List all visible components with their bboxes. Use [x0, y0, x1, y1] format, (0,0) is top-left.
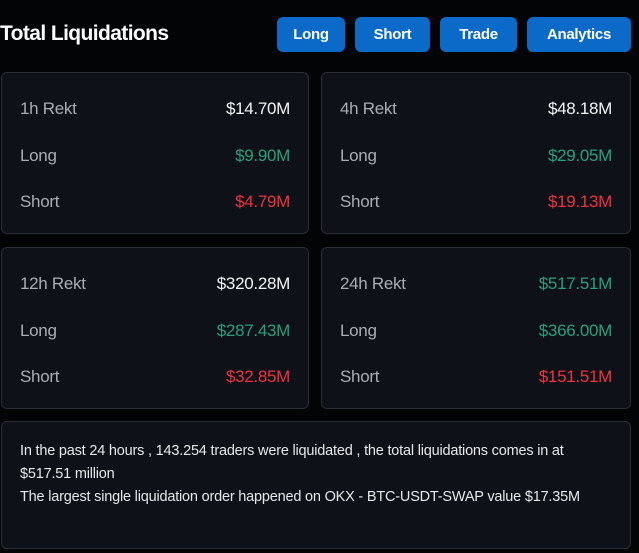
total-row: 12h Rekt $320.28M: [20, 274, 290, 294]
period-label: 4h Rekt: [340, 99, 397, 118]
summary-box: In the past 24 hours , 143.254 traders w…: [1, 421, 631, 549]
trade-button[interactable]: Trade: [440, 17, 517, 52]
analytics-button[interactable]: Analytics: [527, 17, 631, 52]
long-value: $29.05M: [547, 146, 612, 165]
total-row: 1h Rekt $14.70M: [20, 99, 290, 119]
rekt-card-1h: 1h Rekt $14.70M Long $9.90M Short $4.79M: [1, 72, 309, 234]
short-value: $4.79M: [235, 192, 290, 211]
total-row: 4h Rekt $48.18M: [340, 99, 612, 119]
total-row: 24h Rekt $517.51M: [340, 274, 612, 294]
long-label: Long: [20, 146, 57, 165]
summary-line-2: The largest single liquidation order hap…: [20, 489, 580, 505]
long-row: Long $287.43M: [20, 321, 290, 341]
rekt-card-24h: 24h Rekt $517.51M Long $366.00M Short $151.…: [321, 247, 631, 409]
rekt-card-12h: 12h Rekt $320.28M Long $287.43M Short $32.8…: [1, 247, 309, 409]
long-row: Long $366.00M: [340, 321, 612, 341]
short-button[interactable]: Short: [355, 17, 430, 52]
short-label: Short: [20, 192, 60, 211]
long-value: $287.43M: [216, 321, 291, 340]
short-label: Short: [340, 192, 380, 211]
long-label: Long: [340, 321, 377, 340]
short-label: Short: [20, 367, 60, 386]
total-value: $320.28M: [216, 274, 291, 293]
page-title: Total Liquidations: [0, 22, 169, 45]
short-value: $32.85M: [225, 367, 290, 386]
summary-line-1: In the past 24 hours , 143.254 traders w…: [20, 443, 564, 482]
long-value: $366.00M: [538, 321, 613, 340]
period-label: 12h Rekt: [20, 274, 86, 293]
period-label: 24h Rekt: [340, 274, 406, 293]
short-value: $151.51M: [538, 367, 613, 386]
short-label: Short: [340, 367, 380, 386]
rekt-card-4h: 4h Rekt $48.18M Long $29.05M Short $19.13M: [321, 72, 631, 234]
total-value: $517.51M: [538, 274, 613, 293]
long-row: Long $9.90M: [20, 146, 290, 166]
short-value: $19.13M: [547, 192, 612, 211]
period-label: 1h Rekt: [20, 99, 77, 118]
total-value: $14.70M: [225, 99, 290, 118]
long-label: Long: [20, 321, 57, 340]
short-row: Short $32.85M: [20, 367, 290, 387]
total-value: $48.18M: [547, 99, 612, 118]
long-row: Long $29.05M: [340, 146, 612, 166]
short-row: Short $4.79M: [20, 192, 290, 212]
long-value: $9.90M: [235, 146, 290, 165]
short-row: Short $19.13M: [340, 192, 612, 212]
short-row: Short $151.51M: [340, 367, 612, 387]
long-button[interactable]: Long: [277, 17, 345, 52]
long-label: Long: [340, 146, 377, 165]
